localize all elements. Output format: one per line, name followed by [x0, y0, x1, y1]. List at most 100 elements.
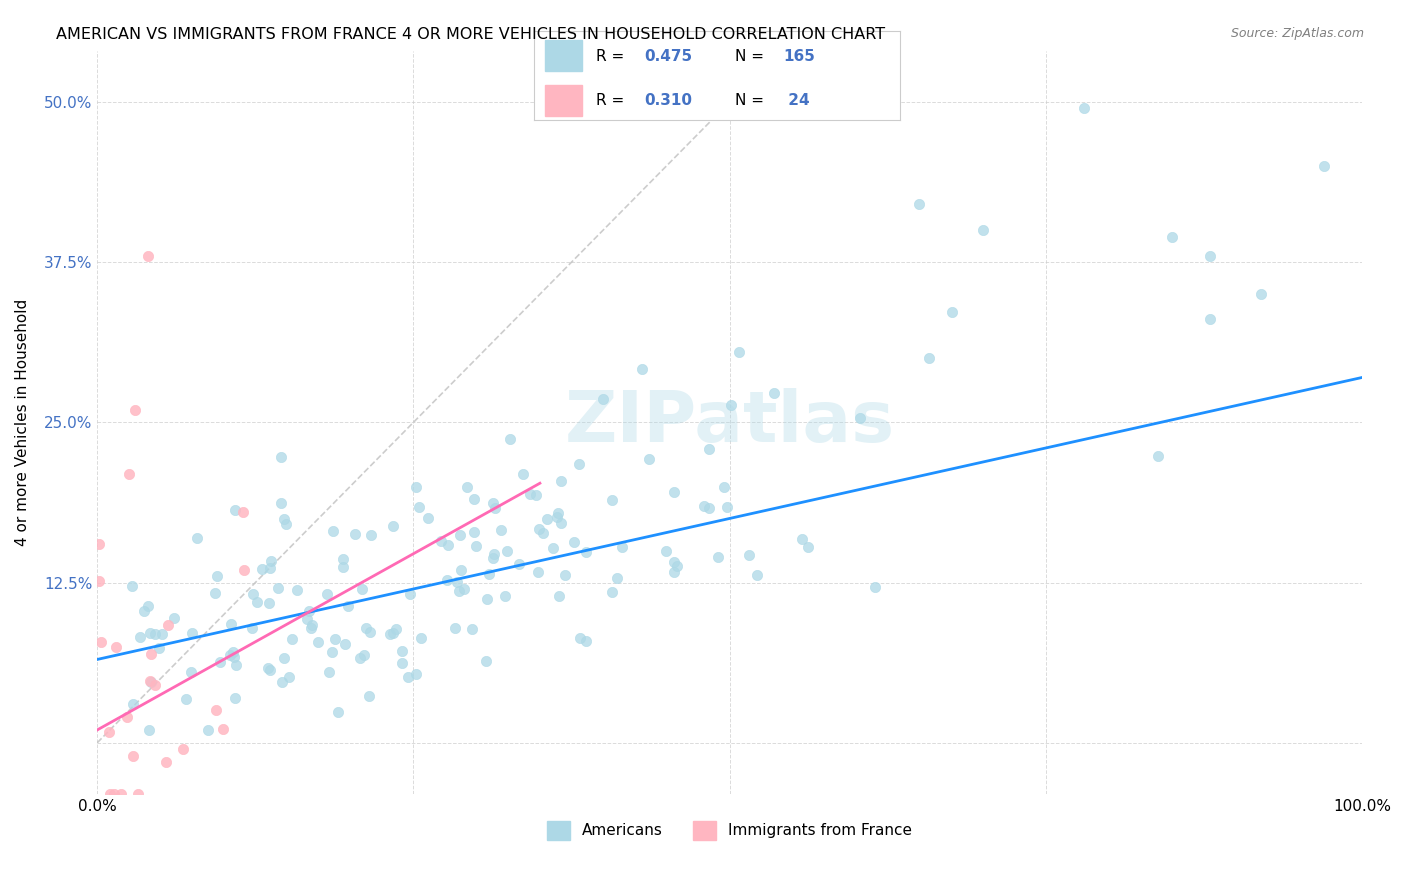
Point	[477, 592, 499, 607]
Point	[508, 557, 530, 571]
Point	[270, 450, 292, 464]
Point	[318, 665, 340, 679]
Point	[321, 645, 343, 659]
Point	[141, 647, 163, 661]
Point	[143, 627, 166, 641]
Point	[408, 500, 430, 515]
Point	[720, 398, 742, 412]
Point	[384, 622, 406, 636]
Point	[494, 590, 516, 604]
Point	[1161, 229, 1184, 244]
Point	[336, 599, 359, 613]
Point	[89, 537, 111, 551]
Point	[181, 626, 204, 640]
Point	[299, 621, 322, 635]
Point	[240, 621, 263, 635]
Point	[136, 599, 159, 613]
Point	[524, 488, 547, 502]
Point	[344, 526, 367, 541]
Point	[908, 197, 931, 211]
Point	[98, 725, 121, 739]
Point	[382, 519, 405, 533]
Point	[1250, 287, 1272, 301]
Point	[174, 691, 197, 706]
Point	[1147, 449, 1170, 463]
Point	[273, 512, 295, 526]
Point	[155, 755, 177, 769]
Point	[105, 640, 128, 654]
Point	[478, 567, 501, 582]
Point	[481, 496, 503, 510]
Point	[1313, 159, 1336, 173]
Point	[519, 487, 541, 501]
Point	[391, 644, 413, 658]
Point	[1199, 311, 1222, 326]
Point	[707, 549, 730, 564]
Point	[763, 386, 786, 401]
Point	[197, 723, 219, 737]
Point	[273, 651, 295, 665]
Point	[205, 703, 228, 717]
Point	[662, 554, 685, 568]
Point	[209, 655, 232, 669]
Point	[204, 585, 226, 599]
Point	[463, 524, 485, 539]
Point	[693, 499, 716, 513]
Point	[89, 574, 111, 588]
Point	[529, 522, 551, 536]
Point	[662, 565, 685, 579]
Point	[224, 503, 246, 517]
Point	[543, 541, 565, 556]
Point	[90, 634, 112, 648]
Point	[697, 501, 720, 516]
Point	[391, 657, 413, 671]
Point	[568, 457, 591, 471]
Point	[716, 500, 738, 515]
Text: R =: R =	[596, 94, 630, 108]
Text: 24: 24	[783, 94, 810, 108]
Point	[461, 622, 484, 636]
Point	[482, 550, 505, 565]
Point	[464, 539, 486, 553]
Point	[531, 525, 554, 540]
Point	[325, 632, 347, 647]
Point	[745, 568, 768, 582]
Point	[359, 625, 381, 640]
Point	[610, 540, 633, 554]
Point	[333, 636, 356, 650]
Point	[738, 548, 761, 562]
Point	[405, 666, 427, 681]
Point	[484, 547, 506, 561]
Point	[378, 627, 401, 641]
Text: Source: ZipAtlas.com: Source: ZipAtlas.com	[1230, 27, 1364, 40]
Point	[354, 621, 377, 635]
Text: ZIPatlas: ZIPatlas	[565, 388, 894, 457]
Point	[699, 442, 721, 457]
Point	[118, 467, 141, 481]
Point	[592, 392, 614, 407]
Point	[353, 648, 375, 662]
Point	[281, 632, 304, 647]
Point	[489, 523, 512, 537]
Point	[260, 553, 283, 567]
Point	[212, 723, 235, 737]
Point	[449, 528, 471, 542]
Point	[554, 568, 576, 582]
Point	[638, 452, 661, 467]
Point	[326, 705, 349, 719]
Point	[527, 565, 550, 579]
Point	[274, 517, 297, 532]
Point	[411, 632, 433, 646]
Point	[172, 742, 194, 756]
Point	[298, 603, 321, 617]
Point	[257, 596, 280, 610]
Point	[322, 524, 344, 538]
Point	[631, 362, 654, 376]
Text: 0.475: 0.475	[644, 49, 692, 63]
Point	[562, 534, 585, 549]
Point	[129, 630, 152, 644]
Point	[600, 492, 623, 507]
Point	[536, 511, 558, 525]
Point	[349, 651, 371, 665]
Point	[405, 480, 427, 494]
